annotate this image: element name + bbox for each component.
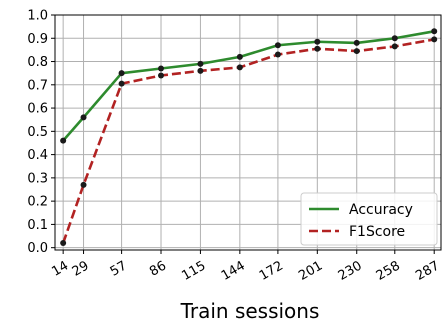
data-point <box>80 114 87 121</box>
y-tick-label: 0.8 <box>27 55 48 70</box>
data-point <box>236 64 243 71</box>
y-tick-label: 0.6 <box>27 102 48 117</box>
x-tick-label: 115 <box>179 258 208 283</box>
x-tick-label: 201 <box>296 258 325 283</box>
data-point <box>158 72 165 79</box>
data-point <box>197 67 204 74</box>
axes <box>51 14 442 254</box>
data-point <box>118 80 125 87</box>
x-axis-title: Train sessions <box>180 299 320 323</box>
data-point <box>197 60 204 67</box>
x-tick-label: 144 <box>219 258 248 283</box>
x-tick-label: 29 <box>70 258 92 279</box>
x-tick-label: 172 <box>257 258 286 283</box>
x-tick-label: 14 <box>49 258 71 279</box>
legend: Accuracy F1Score <box>300 192 438 246</box>
data-point <box>60 137 67 144</box>
plot-frame <box>54 14 442 251</box>
data-point <box>274 42 281 49</box>
legend-label-f1score: F1Score <box>349 224 405 240</box>
data-point <box>353 39 360 46</box>
x-tick-label: 258 <box>374 258 403 283</box>
y-tick-label: 0.1 <box>27 218 48 233</box>
y-tick-label: 0.5 <box>27 125 48 140</box>
y-tick-label: 1.0 <box>27 9 48 24</box>
y-tick-label: 0.7 <box>27 78 48 93</box>
data-point <box>431 36 438 43</box>
data-point <box>431 28 438 35</box>
y-tick-label: 0.4 <box>27 148 48 163</box>
data-point <box>314 45 321 52</box>
legend-label-accuracy: Accuracy <box>349 202 413 218</box>
data-point <box>158 65 165 72</box>
data-point <box>80 181 87 188</box>
data-point <box>391 35 398 42</box>
x-tick-label: 287 <box>413 258 442 283</box>
x-tick-label: 86 <box>147 258 169 279</box>
y-tick-label: 0.9 <box>27 32 48 47</box>
x-tick-label: 230 <box>336 258 365 283</box>
data-point <box>118 70 125 77</box>
y-tick-label: 0.0 <box>27 241 48 256</box>
x-tick-label: 57 <box>108 258 130 279</box>
y-tick-label: 0.3 <box>27 171 48 186</box>
y-tick-label: 0.2 <box>27 195 48 210</box>
data-point <box>274 51 281 58</box>
data-point <box>236 53 243 60</box>
data-point <box>391 43 398 50</box>
series-layer <box>60 28 438 247</box>
data-point <box>314 38 321 45</box>
data-point <box>353 48 360 55</box>
data-point <box>60 240 67 247</box>
